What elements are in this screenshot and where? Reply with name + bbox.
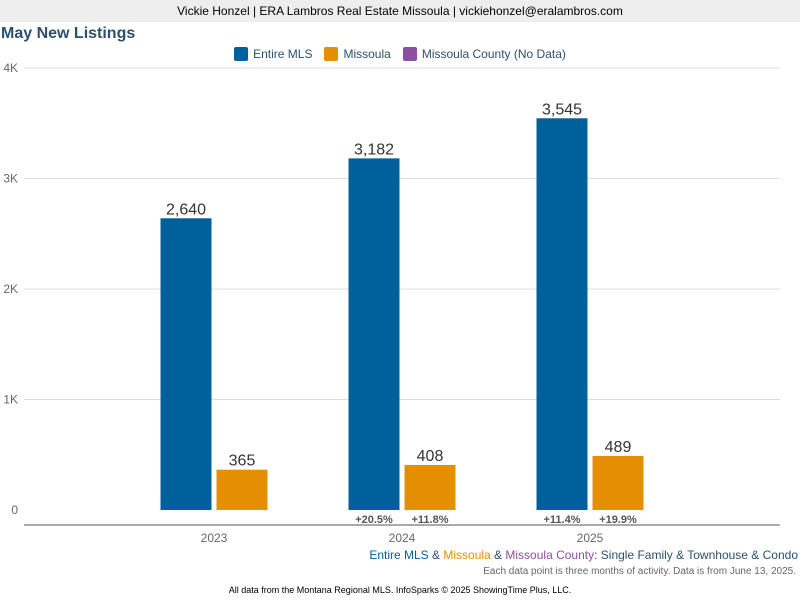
x-tick-label: 2023 (201, 531, 228, 545)
legend-item-missoula[interactable]: Missoula (324, 47, 391, 61)
y-tick-label: 0 (11, 503, 18, 517)
y-tick-label: 3K (3, 172, 18, 186)
subtitle-missoula: Missoula (443, 548, 491, 562)
bar-missoula (592, 455, 644, 510)
subtitle-property-types: : Single Family & Townhouse & Condo (594, 548, 798, 562)
change-label: +11.4% (543, 514, 580, 526)
subtitle-separator: & (428, 548, 444, 562)
bar-entire-mls (348, 158, 400, 510)
chart-subtitle: Entire MLS & Missoula & Missoula County:… (369, 548, 798, 562)
subtitle-missoula-county: Missoula County (505, 548, 595, 562)
x-tick-label: 2024 (389, 531, 416, 545)
data-label: 365 (229, 453, 256, 470)
data-label: 2,640 (166, 201, 206, 218)
subtitle-entire-mls: Entire MLS (369, 548, 429, 562)
legend-swatch-entire-mls (234, 47, 249, 61)
y-tick-label: 1K (3, 393, 18, 407)
legend-label-entire-mls: Entire MLS (253, 47, 313, 61)
bar-missoula (404, 464, 456, 510)
change-label: +19.9% (599, 514, 637, 526)
data-note: Each data point is three months of activ… (483, 566, 796, 577)
bar-entire-mls (160, 218, 212, 510)
x-tick-label: 2025 (577, 531, 604, 545)
data-label: 489 (605, 439, 632, 456)
legend-swatch-missoula (324, 47, 339, 61)
data-label: 3,182 (354, 141, 394, 158)
y-tick-label: 2K (3, 282, 18, 296)
bar-chart: 0 1K 2K 3K 4K 2,640 365 2023 3,182 +20.5% 408 +11.8… (3, 61, 780, 545)
footer-credit: All data from the Montana Regional MLS. … (228, 585, 572, 595)
y-tick-label: 4K (3, 61, 18, 75)
subtitle-separator: & (490, 548, 506, 562)
data-label: 3,545 (542, 101, 582, 118)
agent-info-text: Vickie Honzel | ERA Lambros Real Estate … (177, 4, 623, 18)
bar-entire-mls (536, 118, 588, 510)
bar-missoula (216, 469, 268, 510)
agent-header: Vickie Honzel | ERA Lambros Real Estate … (0, 0, 800, 22)
chart-legend: Entire MLS Missoula Missoula County (No … (0, 45, 800, 63)
legend-item-missoula-county[interactable]: Missoula County (No Data) (402, 47, 566, 61)
legend-label-missoula: Missoula (343, 47, 391, 61)
data-label: 408 (417, 448, 444, 465)
change-label: +20.5% (355, 514, 393, 526)
legend-label-missoula-county: Missoula County (No Data) (421, 47, 566, 61)
chart-title: May New Listings (1, 25, 136, 42)
legend-swatch-missoula-county (402, 47, 417, 61)
change-label: +11.8% (411, 514, 448, 526)
legend-item-entire-mls[interactable]: Entire MLS (234, 47, 312, 61)
